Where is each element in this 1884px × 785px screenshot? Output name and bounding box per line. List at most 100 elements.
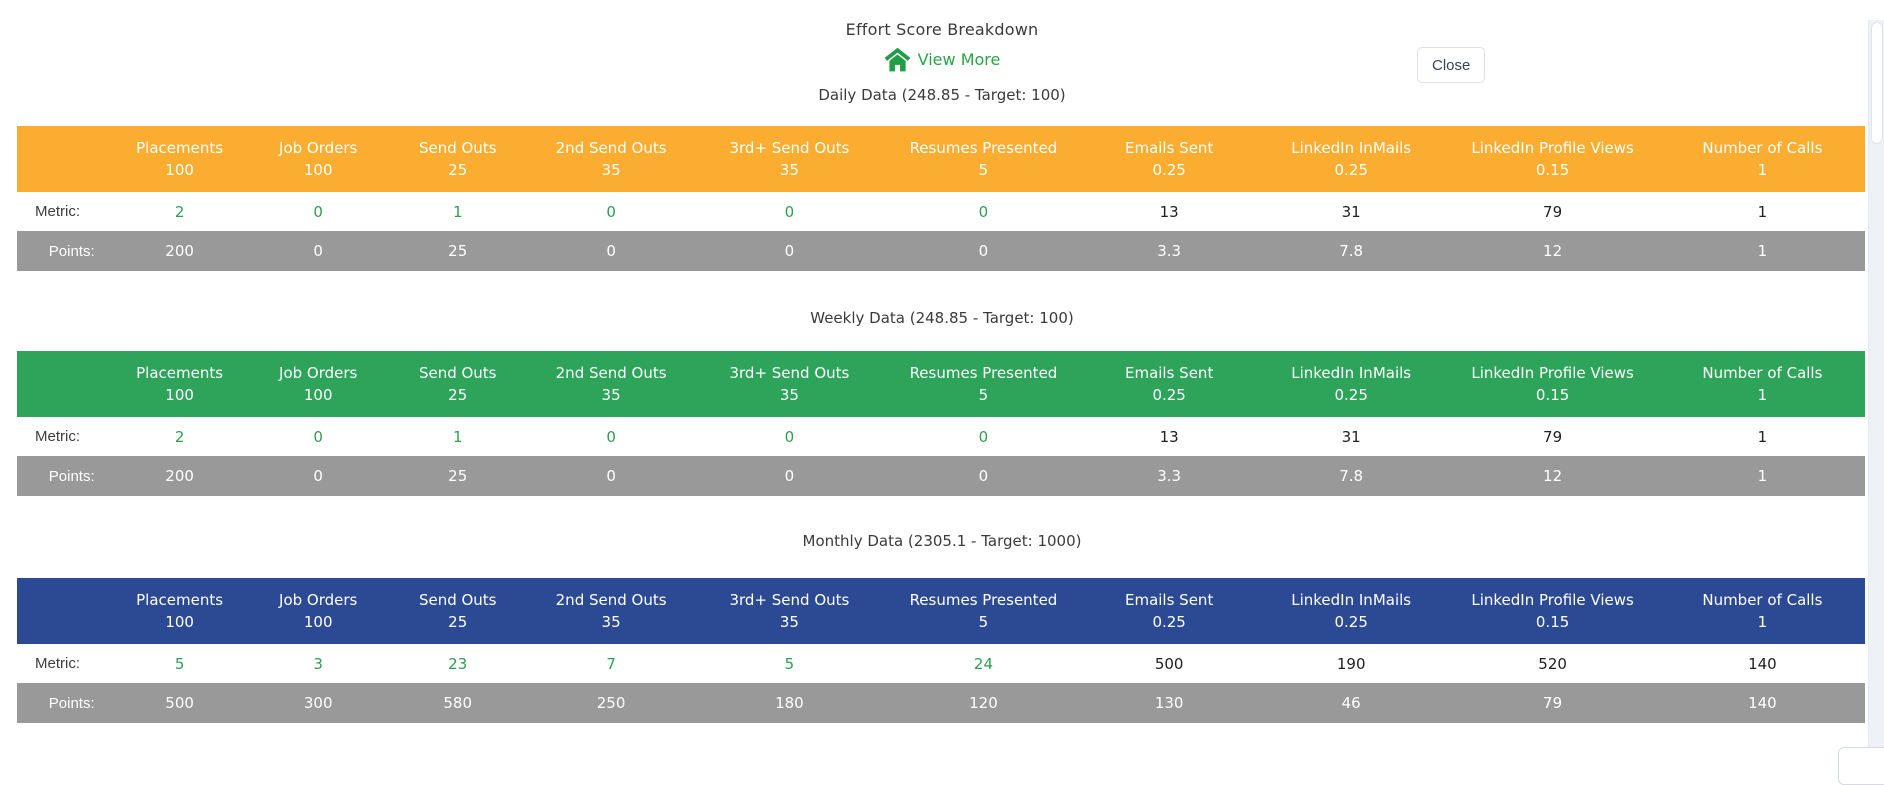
scrollbar-thumb[interactable] bbox=[1871, 22, 1883, 144]
monthly-points-number-of-calls: 140 bbox=[1748, 694, 1777, 712]
column-weight: 100 bbox=[165, 386, 194, 404]
close-button[interactable]: Close bbox=[1417, 47, 1486, 83]
cutoff-bottom-button[interactable] bbox=[1838, 747, 1884, 785]
monthly-col-header-2nd-send-outs: 2nd Send Outs 35 bbox=[529, 578, 693, 644]
column-weight: 0.15 bbox=[1535, 613, 1570, 631]
column-weight: 100 bbox=[303, 386, 333, 404]
monthly-points-send-outs: 580 bbox=[443, 694, 473, 712]
monthly-points-linkedin-inmails: 46 bbox=[1341, 694, 1361, 712]
column-label: Number of Calls bbox=[1702, 364, 1823, 382]
column-weight: 5 bbox=[978, 161, 989, 179]
metric-row-label: Metric: bbox=[17, 417, 110, 456]
column-label: Resumes Presented bbox=[909, 139, 1058, 157]
monthly-col-header-resumes-presented: Resumes Presented 5 bbox=[886, 578, 1082, 644]
column-label: Number of Calls bbox=[1702, 591, 1823, 609]
daily-score-table: Placements 100 Job Orders 100 Send Outs 25 2nd… bbox=[17, 126, 1865, 271]
column-label: Job Orders bbox=[279, 139, 358, 157]
monthly-col-header-emails-sent: Emails Sent 0.25 bbox=[1081, 578, 1257, 644]
daily-metric-send-outs: 1 bbox=[386, 192, 529, 231]
monthly-points-row: Points: 500 300 580 250 180 120 130 46 79 140 bbox=[17, 683, 1865, 723]
weekly-points-send-outs: 25 bbox=[448, 467, 468, 485]
weekly-points-number-of-calls: 1 bbox=[1757, 467, 1768, 485]
column-label: Emails Sent bbox=[1124, 364, 1214, 382]
column-label: LinkedIn Profile Views bbox=[1471, 364, 1634, 382]
weekly-score-table: Placements 100 Job Orders 100 Send Outs 25 2nd… bbox=[17, 351, 1865, 496]
weekly-points-3rd-send-outs: 0 bbox=[784, 467, 795, 485]
daily-col-header-resumes-presented: Resumes Presented 5 bbox=[886, 126, 1082, 192]
daily-col-header-linkedin-profile-views: LinkedIn Profile Views 0.15 bbox=[1445, 126, 1659, 192]
column-weight: 0.25 bbox=[1334, 161, 1368, 179]
monthly-metric-2nd-send-outs: 7 bbox=[528, 644, 694, 683]
sections-container: Daily Data (248.85 - Target: 100) Placeme… bbox=[0, 86, 1884, 723]
column-weight: 25 bbox=[448, 613, 468, 631]
page-title: Effort Score Breakdown bbox=[845, 20, 1039, 39]
weekly-col-header-2nd-send-outs: 2nd Send Outs 35 bbox=[529, 351, 693, 417]
monthly-col-header-linkedin-inmails: LinkedIn InMails 0.25 bbox=[1257, 578, 1445, 644]
weekly-metric-number-of-calls: 1 bbox=[1659, 417, 1865, 456]
daily-col-header-job-orders: Job Orders 100 bbox=[250, 126, 387, 192]
column-weight: 100 bbox=[303, 613, 333, 631]
monthly-metric-linkedin-profile-views: 520 bbox=[1445, 644, 1660, 683]
vertical-scrollbar[interactable] bbox=[1868, 20, 1884, 755]
monthly-metric-number-of-calls: 140 bbox=[1659, 644, 1865, 683]
weekly-col-header-3rd-send-outs: 3rd+ Send Outs 35 bbox=[693, 351, 885, 417]
column-weight: 35 bbox=[601, 613, 621, 631]
column-weight: 35 bbox=[601, 386, 621, 404]
monthly-points-placements: 500 bbox=[165, 694, 194, 712]
daily-col-header-linkedin-inmails: LinkedIn InMails 0.25 bbox=[1257, 126, 1445, 192]
column-weight: 25 bbox=[448, 161, 468, 179]
weekly-metric-resumes-presented: 0 bbox=[885, 417, 1082, 456]
column-weight: 5 bbox=[978, 613, 989, 631]
daily-points-resumes-presented: 0 bbox=[978, 242, 989, 260]
weekly-points-emails-sent: 3.3 bbox=[1157, 467, 1182, 485]
column-weight: 0.25 bbox=[1152, 386, 1186, 404]
monthly-points-job-orders: 300 bbox=[303, 694, 333, 712]
column-weight: 0.25 bbox=[1334, 386, 1368, 404]
metric-row-label: Metric: bbox=[17, 644, 110, 683]
daily-metric-row: Metric: 2 0 1 0 0 0 13 31 79 1 bbox=[17, 192, 1865, 231]
column-label: LinkedIn Profile Views bbox=[1471, 139, 1634, 157]
column-weight: 35 bbox=[779, 386, 799, 404]
monthly-metric-resumes-presented: 24 bbox=[885, 644, 1082, 683]
weekly-points-job-orders: 0 bbox=[313, 467, 323, 485]
column-weight: 100 bbox=[165, 613, 194, 631]
view-more-link[interactable]: View More bbox=[0, 47, 1884, 72]
daily-points-job-orders: 0 bbox=[313, 242, 323, 260]
home-icon bbox=[884, 47, 911, 72]
daily-metric-emails-sent: 13 bbox=[1081, 192, 1257, 231]
monthly-points-emails-sent: 130 bbox=[1154, 694, 1184, 712]
monthly-col-header-job-orders: Job Orders 100 bbox=[250, 578, 387, 644]
monthly-data-section: Monthly Data (2305.1 - Target: 1000) Plac… bbox=[0, 532, 1884, 723]
daily-points-row: Points: 200 0 25 0 0 0 3.3 7.8 12 1 bbox=[17, 231, 1865, 271]
column-weight: 35 bbox=[779, 161, 799, 179]
monthly-header-row: Placements 100 Job Orders 100 Send Outs 25 2nd… bbox=[17, 578, 1865, 644]
column-weight: 1 bbox=[1757, 613, 1768, 631]
column-label: Send Outs bbox=[418, 139, 497, 157]
weekly-section-title: Weekly Data (248.85 - Target: 100) bbox=[810, 309, 1074, 327]
daily-header-spacer bbox=[17, 126, 109, 192]
points-row-label: Points: bbox=[48, 694, 95, 712]
column-weight: 35 bbox=[601, 161, 621, 179]
column-weight: 1 bbox=[1757, 161, 1768, 179]
column-label: Placements bbox=[136, 364, 224, 382]
column-weight: 100 bbox=[165, 161, 194, 179]
points-row-label: Points: bbox=[48, 242, 95, 260]
daily-metric-job-orders: 0 bbox=[249, 192, 387, 231]
daily-points-linkedin-inmails: 7.8 bbox=[1339, 242, 1364, 260]
column-weight: 0.15 bbox=[1535, 386, 1570, 404]
weekly-metric-row: Metric: 2 0 1 0 0 0 13 31 79 1 bbox=[17, 417, 1865, 456]
monthly-col-header-number-of-calls: Number of Calls 1 bbox=[1660, 578, 1865, 644]
column-weight: 5 bbox=[978, 386, 989, 404]
column-weight: 0.15 bbox=[1535, 161, 1570, 179]
daily-col-header-placements: Placements 100 bbox=[109, 126, 249, 192]
monthly-section-title: Monthly Data (2305.1 - Target: 1000) bbox=[802, 532, 1082, 550]
column-label: LinkedIn InMails bbox=[1291, 591, 1412, 609]
column-label: Send Outs bbox=[418, 364, 497, 382]
daily-points-linkedin-profile-views: 12 bbox=[1543, 242, 1563, 260]
weekly-col-header-job-orders: Job Orders 100 bbox=[250, 351, 387, 417]
monthly-col-header-linkedin-profile-views: LinkedIn Profile Views 0.15 bbox=[1445, 578, 1659, 644]
daily-metric-2nd-send-outs: 0 bbox=[528, 192, 694, 231]
monthly-points-linkedin-profile-views: 79 bbox=[1543, 694, 1563, 712]
weekly-col-header-linkedin-profile-views: LinkedIn Profile Views 0.15 bbox=[1445, 351, 1659, 417]
weekly-metric-job-orders: 0 bbox=[249, 417, 387, 456]
